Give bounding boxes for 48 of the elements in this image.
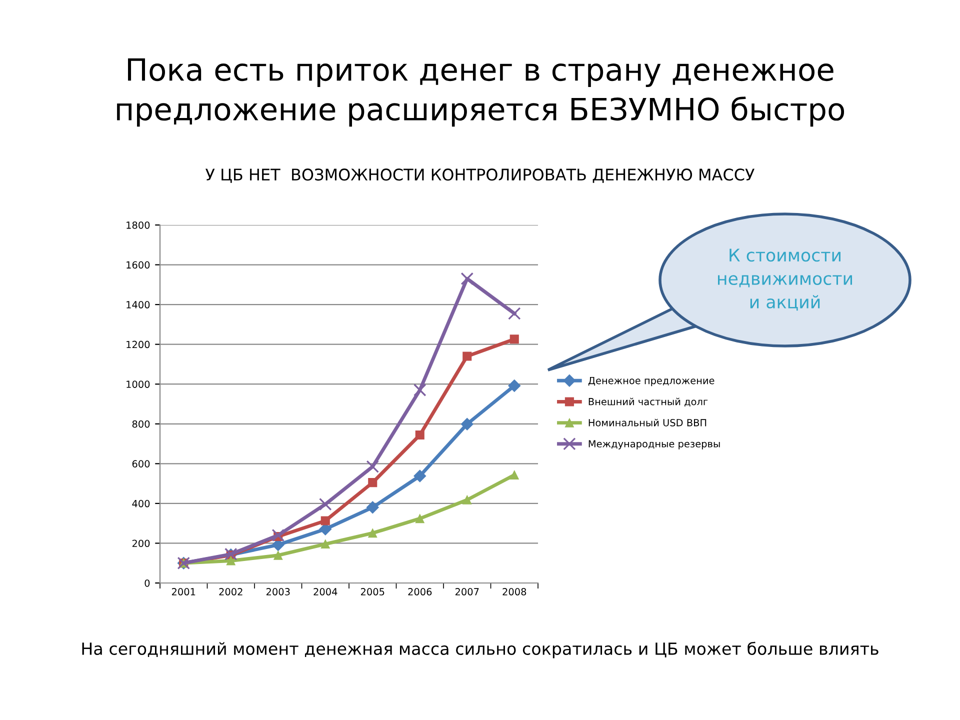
y-tick-label: 0 [144,579,150,587]
point [415,430,424,440]
point [366,501,379,514]
point [510,334,519,344]
chart-title: Пока есть приток денег в страну денежное предложение расширяется БЕЗУМНО быстро [117,58,844,127]
point [413,384,426,396]
chart-subtitle: У ЦБ НЕТ ВОЗМОЖНОСТИ КОНТРОЛИРОВАТЬ ДЕНЕЖНУЮ МАССУ [206,168,754,183]
y-tick-label: 1200 [126,340,150,348]
point [415,514,424,524]
point [274,550,283,560]
x-tick-label: 2003 [266,588,290,596]
point [462,352,472,361]
point [320,516,330,526]
x-tick-label: 2007 [455,588,479,596]
y-tick-label: 600 [132,460,150,468]
legend-label: Денежное предложение [588,376,714,386]
point [508,307,521,320]
text: На сегодняшний момент денежная масса сильно сократилась и ЦБ может больше влиять [82,642,878,658]
point [460,272,474,286]
x-tick-label: 2004 [314,588,338,596]
x-tick-label: 2002 [219,588,242,596]
y-tick-label: 1800 [126,221,150,229]
point [366,460,380,474]
y-tick-label: 200 [132,540,150,548]
point [272,528,285,542]
point [462,495,472,504]
point [368,478,378,488]
point [508,379,521,392]
point [414,470,426,482]
x-tick-label: 2001 [172,588,196,596]
y-tick-label: 400 [132,500,150,508]
legend-label: Международные резервы [588,440,720,450]
text: К стоимости недвижимости и акций [718,248,852,311]
point [510,470,519,480]
y-tick-label: 1600 [126,261,150,269]
y-tick-label: 1000 [126,380,150,388]
legend-label: Номинальный USD ВВП [588,418,706,426]
point [320,540,330,549]
point [460,418,474,430]
point [368,528,378,538]
point [226,556,236,566]
x-tick-label: 2008 [502,588,526,596]
y-tick-label: 1400 [126,301,150,308]
point [318,498,332,511]
legend-label: Внешний частный долг [588,398,708,406]
x-tick-label: 2006 [408,588,432,596]
y-tick-label: 800 [132,420,150,428]
x-tick-label: 2005 [360,588,384,596]
